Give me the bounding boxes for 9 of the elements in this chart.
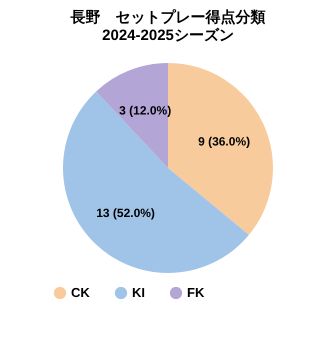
data-label: 3 (12.0%) [119,103,172,118]
legend-label: FK [187,285,205,300]
data-label: 9 (36.0%) [198,134,250,149]
legend-label: KI [132,285,145,300]
legend-label: CK [71,285,90,300]
chart-title: 長野 セットプレー得点分類 [70,9,266,26]
chart-subtitle: 2024-2025シーズン [102,27,234,44]
data-label: 13 (52.0%) [96,206,155,220]
pie-slice [63,91,249,273]
